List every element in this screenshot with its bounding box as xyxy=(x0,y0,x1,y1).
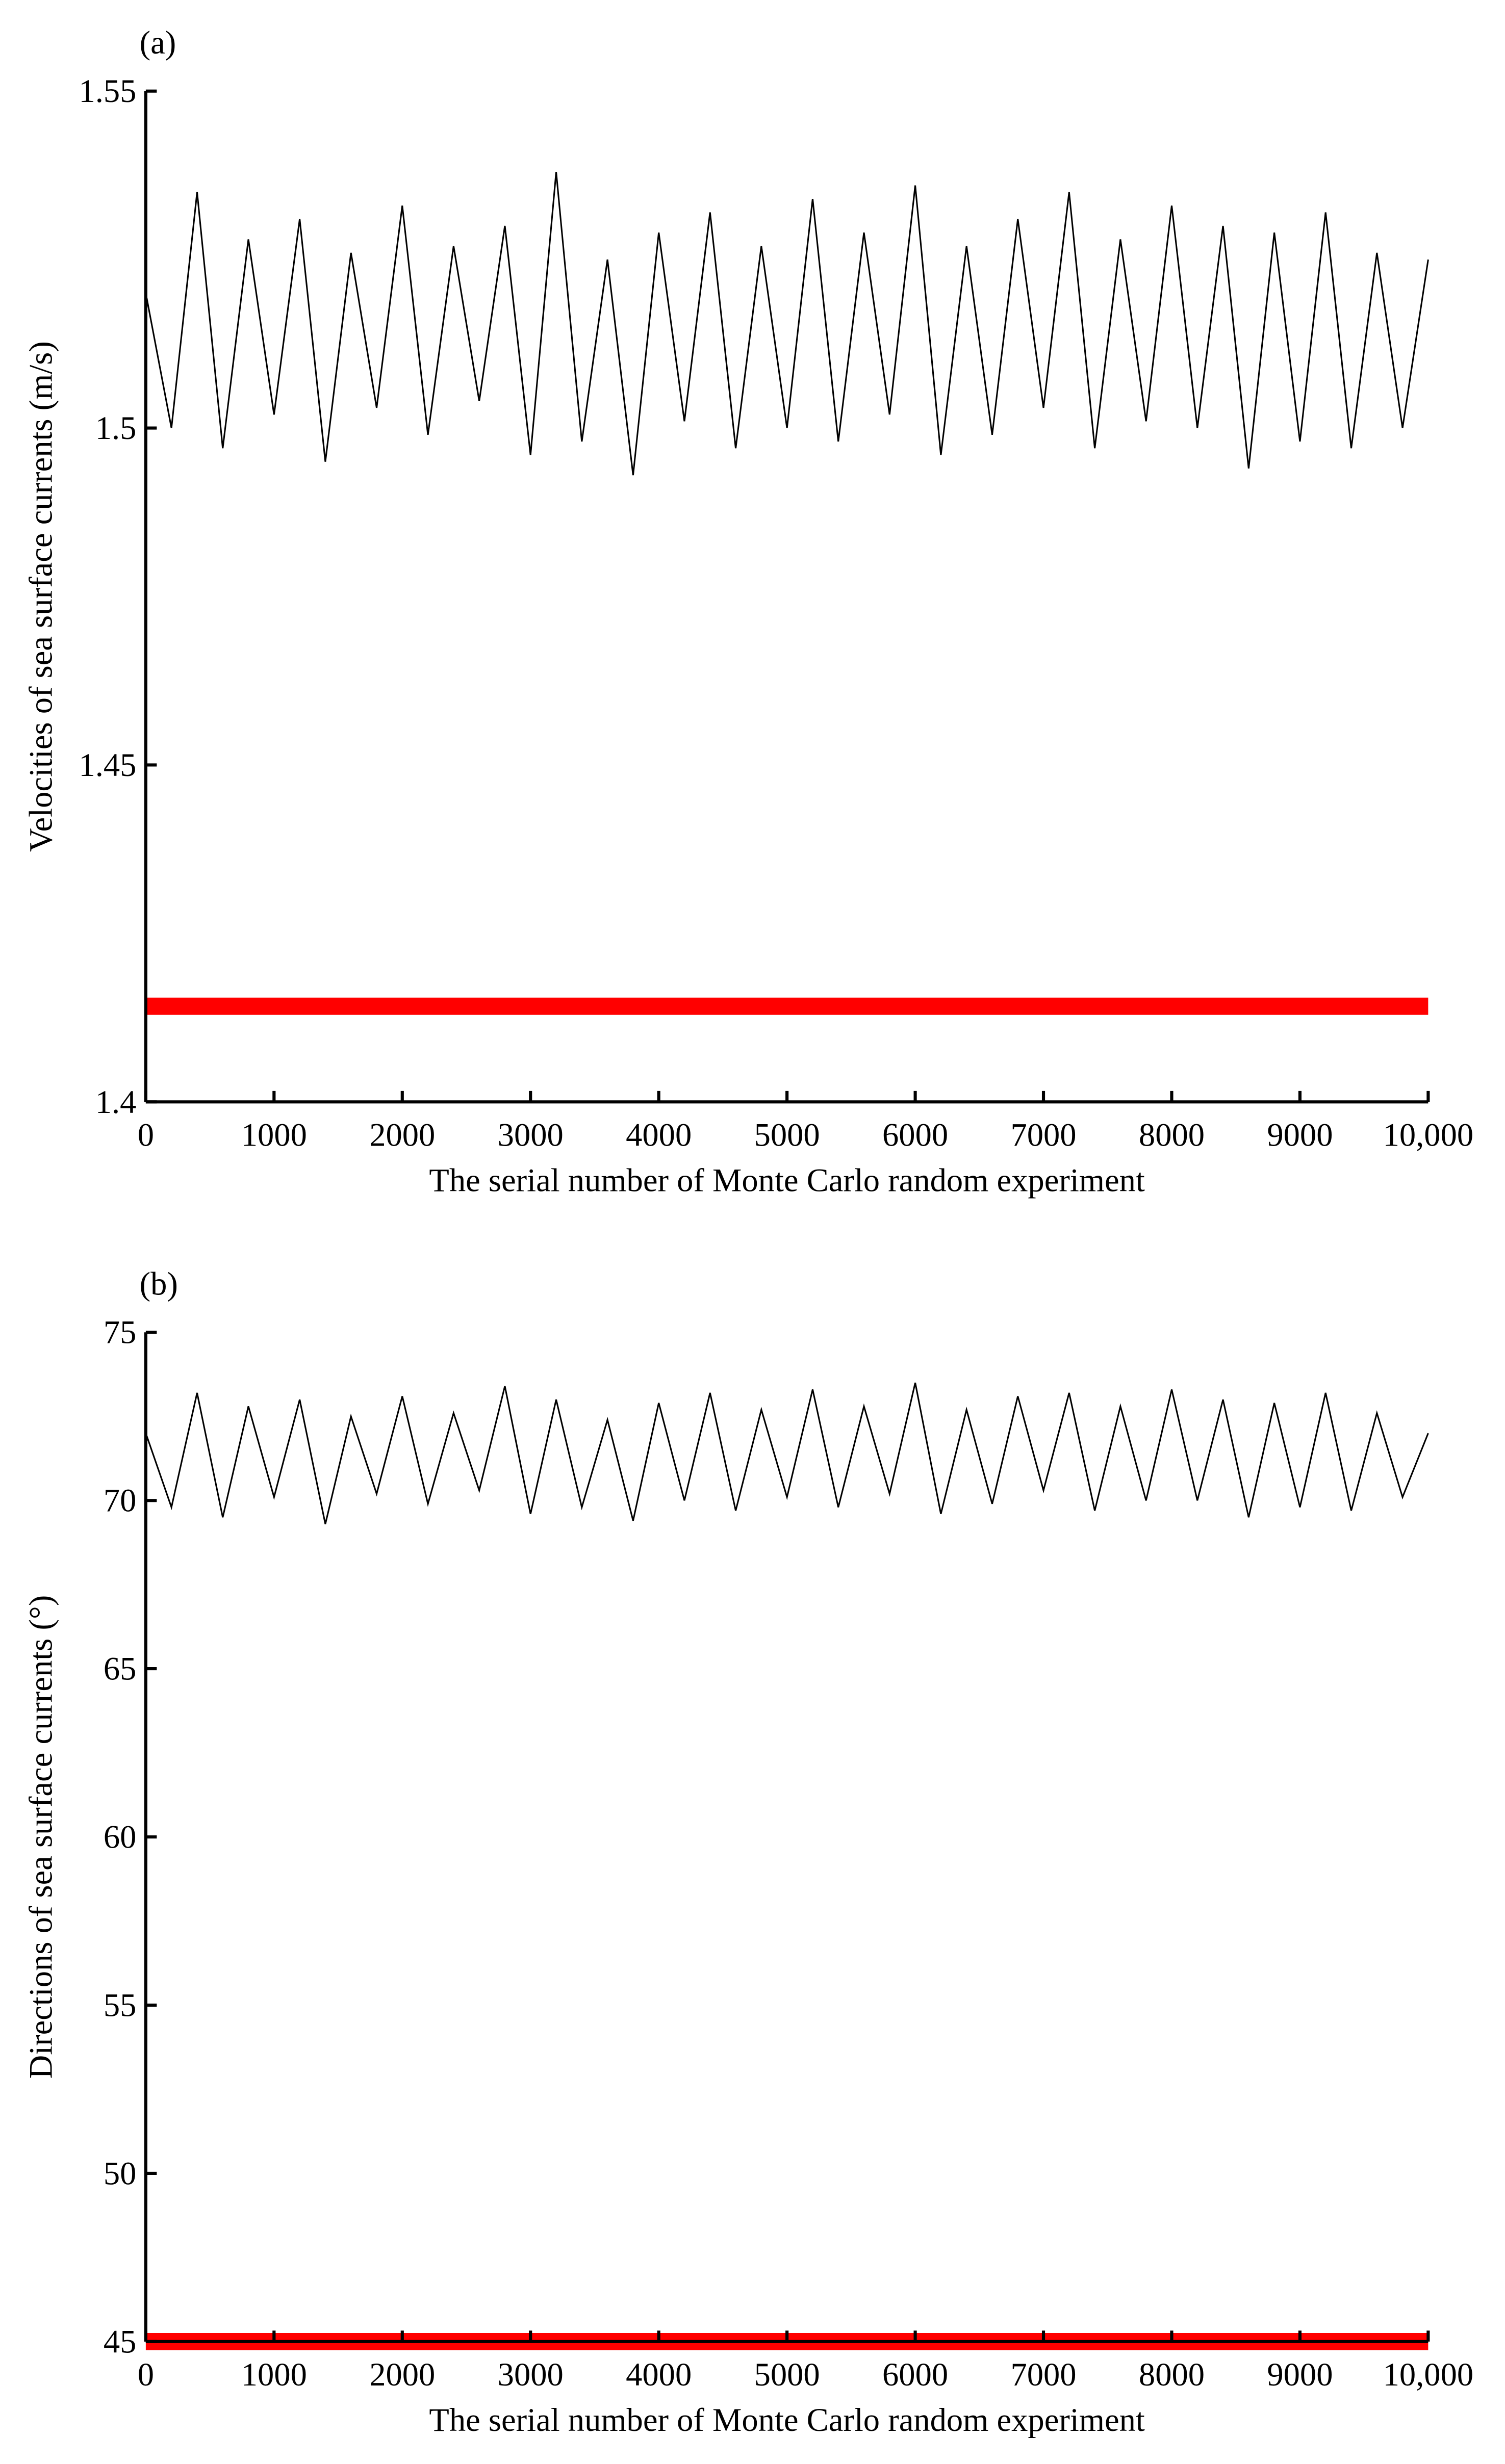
x-tick-label: 2000 xyxy=(369,1116,435,1153)
x-tick-label: 10,000 xyxy=(1383,1116,1474,1153)
x-tick-label: 1000 xyxy=(241,1116,307,1153)
y-tick-label: 75 xyxy=(104,1314,137,1351)
x-tick-label: 1000 xyxy=(241,2356,307,2393)
y-axis-label: Velocities of sea surface currents (m/s) xyxy=(22,341,59,852)
panel-label: (b) xyxy=(140,1265,178,1302)
x-tick-label: 7000 xyxy=(1010,1116,1076,1153)
y-axis-label: Directions of sea surface currents (°) xyxy=(22,1595,59,2079)
x-tick-label: 3000 xyxy=(498,2356,564,2393)
x-tick-label: 8000 xyxy=(1139,1116,1205,1153)
x-axis-label: The serial number of Monte Carlo random … xyxy=(429,2401,1145,2438)
x-tick-label: 5000 xyxy=(754,1116,820,1153)
x-tick-label: 9000 xyxy=(1267,1116,1333,1153)
y-tick-label: 1.55 xyxy=(79,72,136,109)
x-tick-label: 10,000 xyxy=(1383,2356,1474,2393)
x-tick-label: 5000 xyxy=(754,2356,820,2393)
x-tick-label: 6000 xyxy=(882,1116,948,1153)
panel-label: (a) xyxy=(140,24,176,61)
x-tick-label: 0 xyxy=(138,2356,154,2393)
y-tick-label: 1.45 xyxy=(79,746,136,783)
x-tick-label: 2000 xyxy=(369,2356,435,2393)
y-tick-label: 60 xyxy=(104,1819,137,1855)
x-axis-label: The serial number of Monte Carlo random … xyxy=(429,1162,1145,1199)
x-tick-label: 3000 xyxy=(498,1116,564,1153)
x-tick-label: 6000 xyxy=(882,2356,948,2393)
y-tick-label: 1.5 xyxy=(95,409,137,446)
x-tick-label: 4000 xyxy=(626,2356,692,2393)
x-tick-label: 7000 xyxy=(1010,2356,1076,2393)
y-tick-label: 50 xyxy=(104,2155,137,2191)
y-tick-label: 55 xyxy=(104,1987,137,2024)
series-line xyxy=(145,172,1429,476)
series-line xyxy=(145,1382,1429,1524)
y-tick-label: 45 xyxy=(104,2323,137,2359)
x-tick-label: 4000 xyxy=(626,1116,692,1153)
x-tick-label: 8000 xyxy=(1139,2356,1205,2393)
y-tick-label: 1.4 xyxy=(95,1083,137,1120)
x-tick-label: 0 xyxy=(138,1116,154,1153)
y-tick-label: 70 xyxy=(104,1482,137,1519)
y-tick-label: 65 xyxy=(104,1650,137,1687)
x-tick-label: 9000 xyxy=(1267,2356,1333,2393)
